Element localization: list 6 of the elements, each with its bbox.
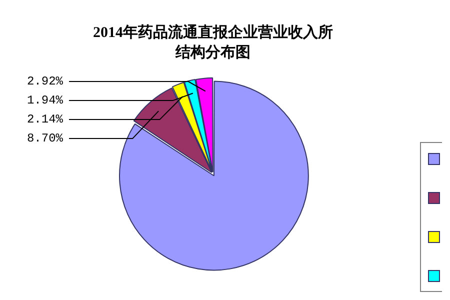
data-label: 2.92% xyxy=(26,74,64,89)
data-label: 8.70% xyxy=(26,132,64,146)
chart-subtitle: 结构分布图 xyxy=(174,44,250,61)
data-label: 2.14% xyxy=(26,112,64,127)
chart-title: 2014年药品流通直报企业营业收入所 xyxy=(93,22,333,41)
data-label: 1.94% xyxy=(26,94,64,108)
